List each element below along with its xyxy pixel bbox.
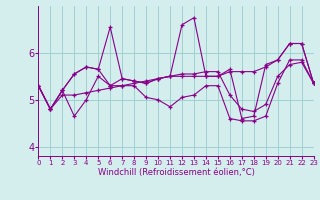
- X-axis label: Windchill (Refroidissement éolien,°C): Windchill (Refroidissement éolien,°C): [98, 168, 254, 177]
